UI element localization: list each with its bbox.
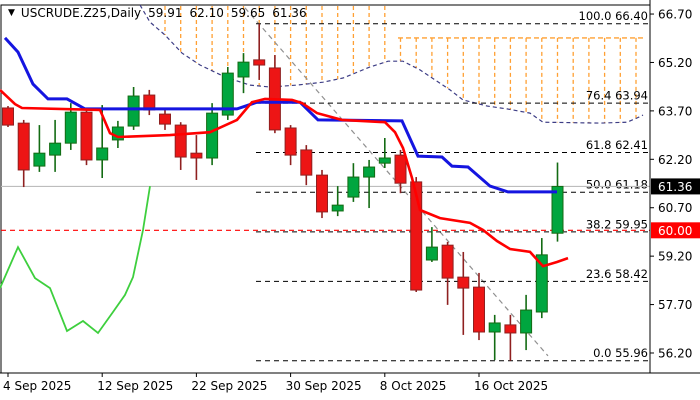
candle-body [394,154,407,184]
y-axis-label: 57.70 [658,298,692,312]
candle-body [551,185,564,234]
y-axis-label: 62.20 [658,153,692,167]
fib-level-label: 50.0 61.18 [586,178,648,192]
candle-body [159,113,171,125]
candle-body [363,166,376,178]
candle-body [300,149,313,176]
candle-body [535,254,548,313]
x-axis-label: 4 Sep 2025 [3,379,71,393]
candle-body [33,152,46,167]
candle-body [221,72,234,116]
senkou-span-a-line [139,4,644,124]
candle-body [473,286,485,333]
candle-body [347,176,360,198]
chart-title: ▼ USCRUDE.Z25,Daily 59.91 62.10 59.65 61.36 [8,5,307,21]
candle-body [504,324,517,334]
line60-price-badge [651,222,700,239]
bid-price-badge [651,178,700,195]
candle-body [520,309,533,334]
symbol-period-label: USCRUDE.Z25,Daily [20,6,142,20]
y-axis-label: 59.20 [658,250,692,264]
fib-level-label: 61.8 62.41 [586,138,648,152]
x-axis-label: 12 Sep 2025 [97,379,173,393]
candle-body [316,174,328,213]
fib-level-label: 100.0 66.40 [579,9,649,23]
candle-body [190,152,203,159]
ohlc-open: 59.91 [148,6,183,20]
candle-body [488,322,501,333]
candle-body [64,111,77,144]
ohlc-high: 62.10 [189,6,224,20]
candle-body [127,95,140,127]
y-axis-label: 60.70 [658,201,692,215]
candle-body [253,59,266,66]
y-axis-label: 66.70 [658,8,692,22]
fib-level-label: 0.0 55.96 [593,346,648,360]
candle-body [174,124,187,158]
tenkan-sen-line [0,88,569,268]
line60-price-badge-label: 60.00 [658,224,692,238]
y-axis-label: 56.20 [658,346,692,360]
candle-body [441,244,454,279]
y-axis-label: 63.70 [658,104,692,118]
x-axis-label: 22 Sep 2025 [191,379,267,393]
diagonal-trendline [244,7,549,357]
candle-body [237,61,250,78]
candle-body [457,276,470,289]
candle-body [96,147,109,161]
candle-body [378,157,391,164]
x-axis-label: 30 Sep 2025 [286,379,362,393]
fib-level-label: 38.2 59.95 [586,217,648,231]
fib-level-label: 23.6 58.42 [586,267,648,281]
kijun-sen-line [3,36,557,194]
symbol-dropdown-icon[interactable]: ▼ [8,8,15,18]
candle-body [206,112,219,159]
candle-body [425,246,438,261]
candle-body [80,111,93,161]
candle-body [17,122,30,171]
candle-body [49,142,62,156]
bid-price-badge-label: 61.36 [658,180,692,194]
y-axis-label: 65.20 [658,56,692,70]
candle-body [331,204,344,212]
ohlc-low: 59.65 [230,6,266,20]
fib-level-label: 76.4 63.94 [586,89,648,103]
candle-body [284,127,297,156]
chikou-span-line [0,185,151,335]
x-axis-label: 8 Oct 2025 [380,379,447,393]
x-axis-label: 16 Oct 2025 [474,379,548,393]
ohlc-close: 61.36 [272,6,307,20]
candle-body [2,107,14,126]
candle-body [410,181,423,291]
